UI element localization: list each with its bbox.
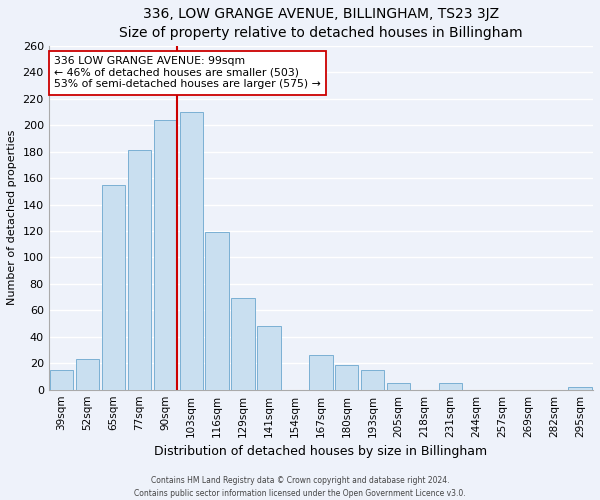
Bar xyxy=(568,387,592,390)
Bar xyxy=(50,370,73,390)
Bar xyxy=(128,150,151,390)
Bar xyxy=(232,298,255,390)
Bar xyxy=(154,120,177,390)
X-axis label: Distribution of detached houses by size in Billingham: Distribution of detached houses by size … xyxy=(154,445,487,458)
Bar xyxy=(335,364,358,390)
Title: 336, LOW GRANGE AVENUE, BILLINGHAM, TS23 3JZ
Size of property relative to detach: 336, LOW GRANGE AVENUE, BILLINGHAM, TS23… xyxy=(119,7,523,40)
Text: 336 LOW GRANGE AVENUE: 99sqm
← 46% of detached houses are smaller (503)
53% of s: 336 LOW GRANGE AVENUE: 99sqm ← 46% of de… xyxy=(54,56,321,90)
Bar xyxy=(257,326,281,390)
Bar xyxy=(205,232,229,390)
Bar xyxy=(439,383,462,390)
Bar xyxy=(361,370,385,390)
Bar xyxy=(102,184,125,390)
Bar xyxy=(387,383,410,390)
Bar xyxy=(76,360,99,390)
Bar xyxy=(179,112,203,390)
Bar xyxy=(309,356,332,390)
Text: Contains HM Land Registry data © Crown copyright and database right 2024.
Contai: Contains HM Land Registry data © Crown c… xyxy=(134,476,466,498)
Y-axis label: Number of detached properties: Number of detached properties xyxy=(7,130,17,306)
